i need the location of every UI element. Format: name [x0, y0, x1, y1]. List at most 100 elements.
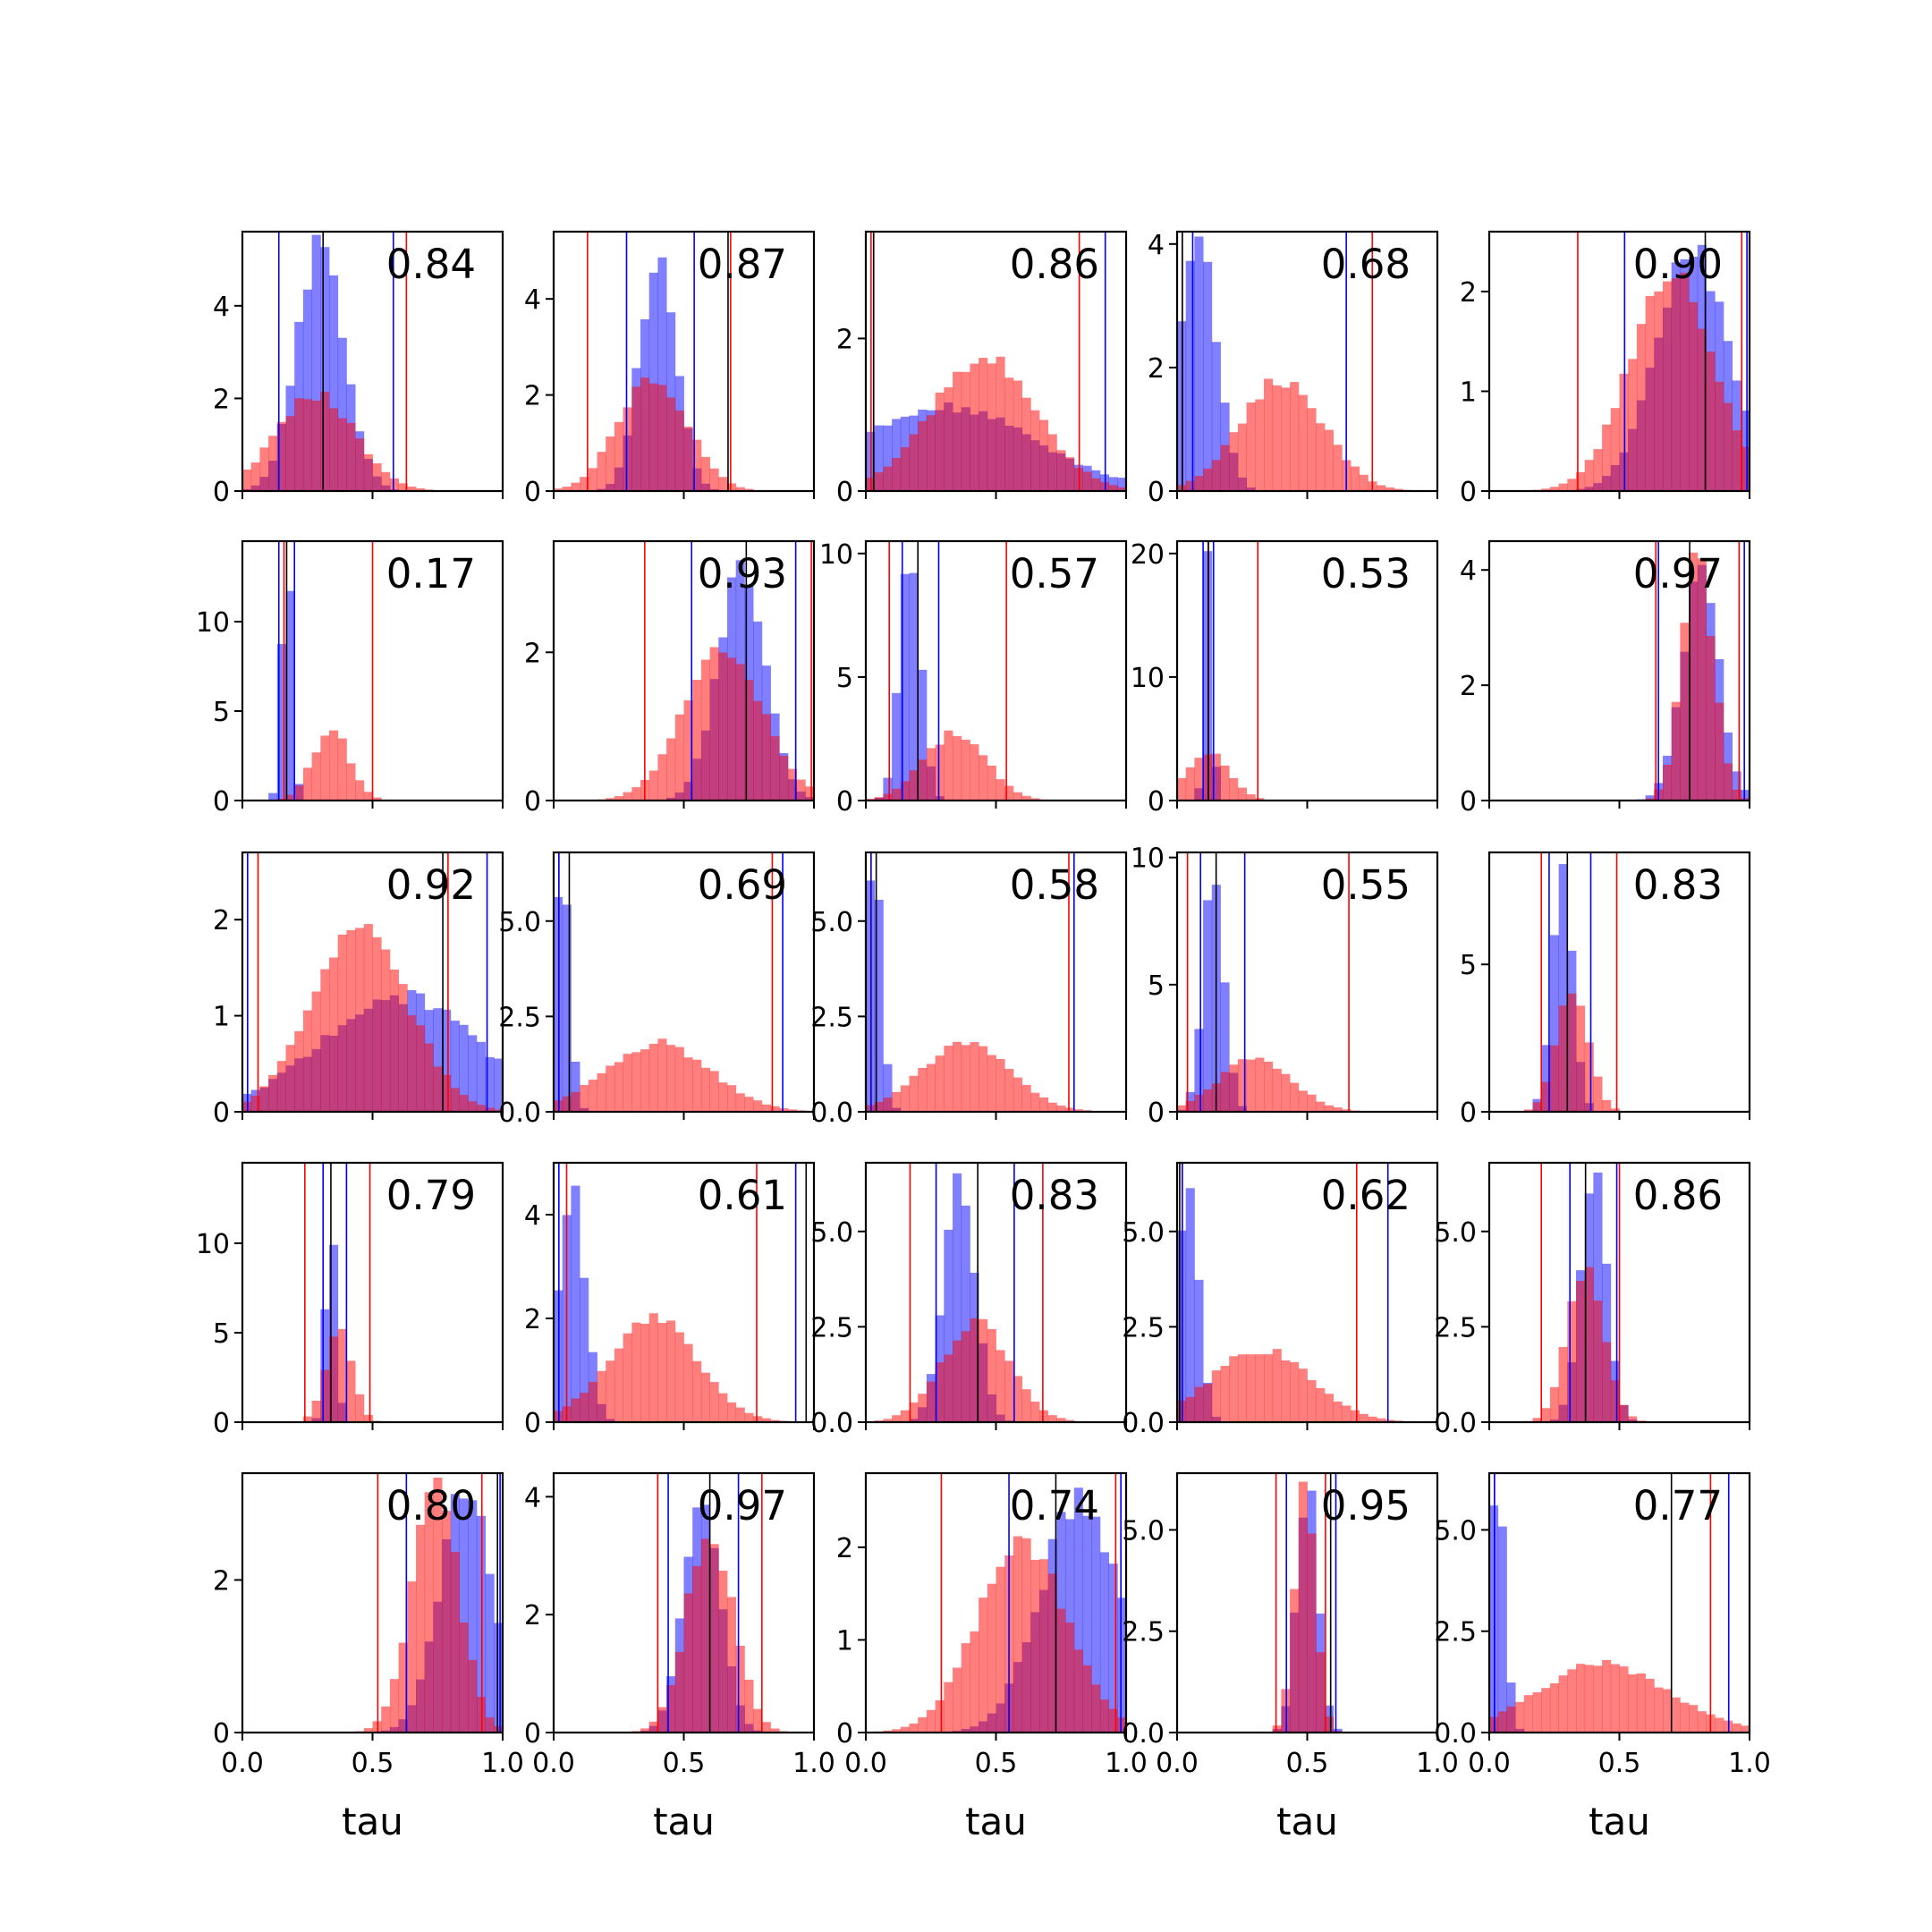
prior-bar: [1610, 1664, 1620, 1733]
subplot-2-5: 0 2 4 0.97: [1460, 539, 1751, 818]
prior-bar: [1255, 798, 1265, 801]
prior-bar: [381, 1706, 391, 1733]
prior-bar: [770, 1728, 780, 1733]
y-tick-label: 2.5: [1122, 1312, 1165, 1343]
prior-bar: [1532, 1692, 1542, 1733]
prior-bar: [1549, 487, 1559, 491]
prior-bar: [597, 1072, 606, 1112]
prior-bar: [1645, 798, 1655, 801]
posterior-bar: [1549, 935, 1559, 1112]
prior-bar: [674, 714, 684, 801]
plot-area: [866, 852, 1101, 1112]
subplot-2-4: 0 10 20 0.53: [1131, 539, 1439, 818]
prior-bar: [1047, 1415, 1057, 1422]
prior-bar: [970, 744, 979, 801]
prior-bar: [597, 452, 606, 491]
score-annotation: 0.79: [386, 1172, 476, 1219]
posterior-bar: [459, 1498, 469, 1733]
y-tick-label: 0.0: [1434, 1718, 1477, 1750]
posterior-bar: [1073, 1487, 1083, 1733]
prior-bar: [761, 1418, 771, 1422]
prior-bar: [1715, 702, 1724, 801]
prior-bar: [294, 398, 304, 491]
prior-bar: [468, 1659, 478, 1733]
prior-bar: [1117, 487, 1126, 491]
prior-bar: [1654, 1687, 1664, 1733]
prior-bar: [909, 770, 919, 801]
prior-bar: [692, 1360, 702, 1422]
prior-bar: [1021, 397, 1031, 491]
prior-bar: [648, 1721, 658, 1733]
prior-bar: [900, 781, 910, 801]
prior-bar: [1741, 446, 1750, 491]
score-annotation: 0.58: [1010, 861, 1099, 909]
y-tick-label: 2: [836, 1533, 853, 1564]
prior-bar: [953, 1041, 962, 1112]
prior-bar: [1203, 1384, 1213, 1422]
score-annotation: 0.95: [1321, 1482, 1411, 1530]
y-tick-label: 5.0: [498, 907, 541, 938]
prior-bar: [1324, 1394, 1334, 1422]
prior-bar: [961, 371, 970, 491]
prior-bar: [424, 1492, 434, 1733]
y-tick-label: 4: [213, 292, 230, 323]
score-annotation: 0.86: [1633, 1172, 1723, 1219]
prior-bar: [900, 1410, 910, 1422]
y-tick-label: 2: [1460, 671, 1477, 702]
y-tick-label: 2: [213, 1565, 230, 1597]
prior-bar: [666, 738, 676, 801]
prior-bar: [1091, 478, 1101, 491]
plot-area: [597, 541, 814, 801]
subplot-4-4: 0.0 2.5 5.0 0.62: [1122, 1161, 1439, 1439]
plot-area: [1636, 541, 1750, 801]
posterior-bar: [1117, 478, 1126, 491]
prior-bar: [1073, 1109, 1083, 1112]
prior-bar: [1004, 785, 1014, 801]
prior-bar: [953, 371, 962, 491]
y-tick-label: 2: [836, 324, 853, 355]
prior-bar: [1541, 1688, 1551, 1733]
score-annotation: 0.68: [1321, 241, 1411, 288]
prior-bar: [718, 1571, 728, 1733]
score-annotation: 0.62: [1321, 1172, 1411, 1219]
prior-bar: [987, 1583, 996, 1733]
prior-bar: [874, 472, 884, 491]
prior-bar: [1021, 1538, 1031, 1733]
prior-bar: [580, 1085, 589, 1112]
prior-bar: [1351, 466, 1360, 491]
prior-bar: [614, 1062, 623, 1112]
posterior-bar: [892, 419, 902, 491]
posterior-bar: [1645, 795, 1655, 801]
prior-bar: [1602, 1659, 1612, 1733]
prior-bar: [311, 1400, 321, 1422]
y-tick-label: 0: [1460, 786, 1477, 818]
prior-bar: [1021, 1084, 1031, 1112]
posterior-bar: [1194, 236, 1204, 491]
x-tick-label: 0.5: [1598, 1748, 1641, 1779]
prior-bar: [606, 1065, 615, 1112]
y-tick-label: 0: [1460, 477, 1477, 508]
prior-bar: [1706, 352, 1716, 491]
prior-bar: [1584, 460, 1594, 491]
posterior-bar: [1108, 1563, 1118, 1733]
posterior-bar: [1185, 1188, 1195, 1422]
prior-bar: [892, 1091, 902, 1112]
prior-bar: [398, 483, 408, 491]
prior-bar: [700, 456, 710, 491]
score-annotation: 0.97: [698, 1482, 787, 1530]
posterior-bar: [1203, 900, 1213, 1112]
prior-bar: [1185, 767, 1195, 801]
score-annotation: 0.93: [698, 550, 787, 597]
prior-bar: [735, 1645, 745, 1733]
x-tick-label: 0.5: [352, 1748, 394, 1779]
score-annotation: 0.57: [1010, 550, 1099, 597]
prior-bar: [744, 1097, 754, 1112]
prior-bar: [1558, 483, 1568, 491]
prior-bar: [1567, 993, 1577, 1112]
y-tick-label: 10: [819, 539, 853, 571]
subplot-5-1: 0 2 0.0 0.5 1.0 tau 0.80: [213, 1471, 524, 1843]
plot-area: [1489, 1473, 1750, 1733]
prior-bar: [571, 482, 580, 491]
prior-bar: [1576, 471, 1586, 491]
prior-bar: [250, 462, 260, 491]
